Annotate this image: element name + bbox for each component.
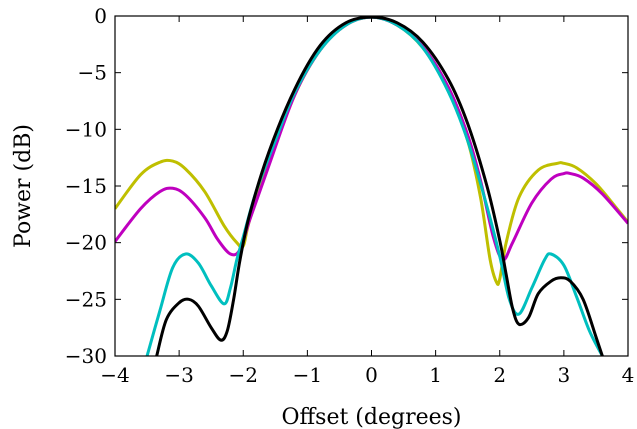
x-tick-label: 4 [622,363,635,387]
x-tick-label: 1 [429,363,442,387]
x-tick-label: −3 [164,363,193,387]
y-tick-label: −25 [65,287,107,311]
x-tick-label: −1 [293,363,322,387]
y-tick-label: −20 [65,231,107,255]
y-tick-label: −30 [65,344,107,368]
y-tick-label: −10 [65,117,107,141]
series-line-2 [115,16,628,262]
y-tick-label: 0 [94,4,107,28]
y-tick-label: −15 [65,174,107,198]
x-tick-label: −2 [229,363,258,387]
series-layer [115,16,628,356]
plot-frame [114,15,629,357]
series-line-4 [155,16,604,356]
x-tick-label: 0 [365,363,378,387]
y-axis-label: Power (dB) [11,124,36,248]
x-tick-label: −4 [100,363,129,387]
x-axis-label: Offset (degrees) [281,405,461,429]
x-tick-label: 2 [493,363,506,387]
series-line-1 [115,16,628,286]
ticks-layer: −4 −3 −2 −1 0 1 2 3 40−5−10−15−20−25−30 [65,4,635,387]
x-tick-label: 3 [558,363,571,387]
y-tick-label: −5 [78,61,107,85]
